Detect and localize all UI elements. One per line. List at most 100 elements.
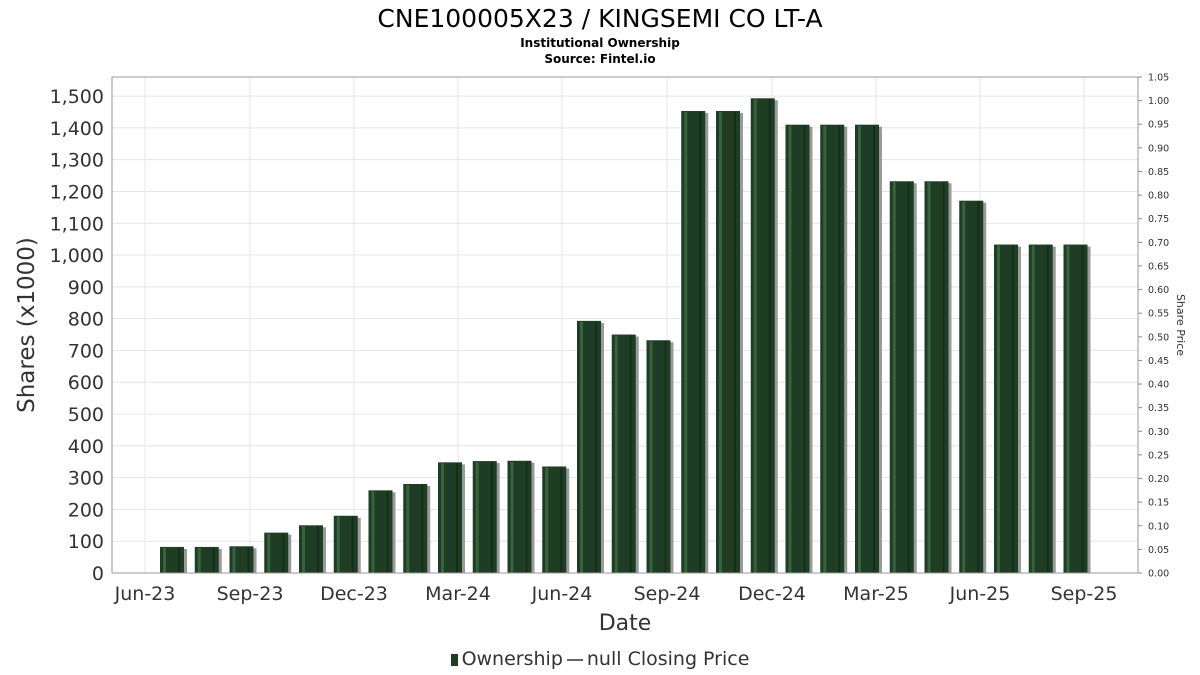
- plot-border: [111, 76, 1139, 574]
- y-tick-label: 1,100: [50, 213, 104, 235]
- bar-edge: [699, 112, 702, 574]
- y2-tick-label: 1.00: [1148, 96, 1169, 107]
- bar-edge: [873, 125, 875, 573]
- bar-edge: [838, 125, 841, 573]
- y-tick-label: 1,000: [50, 245, 104, 267]
- x-tick-label: Sep-23: [217, 583, 284, 605]
- bar-highlight: [475, 462, 479, 573]
- y2-tick-label: 0.85: [1148, 167, 1169, 178]
- bar-highlight: [823, 125, 827, 573]
- bar-highlight: [649, 341, 653, 573]
- y2-tick-label: 0.95: [1148, 120, 1169, 131]
- y2-tick-label: 0.10: [1148, 521, 1169, 532]
- bar-highlight: [406, 484, 410, 573]
- bar-edge: [977, 201, 980, 573]
- bar-highlight: [302, 526, 305, 573]
- chart-subtitle-source: Source: Fintel.io: [544, 52, 656, 66]
- bar-edge: [525, 461, 528, 573]
- y2-tick-label: 0.70: [1148, 238, 1169, 249]
- x-tick-label: Dec-23: [320, 583, 388, 605]
- bar-highlight: [684, 112, 688, 574]
- bar-edge: [1046, 245, 1049, 574]
- bar-edge: [595, 321, 597, 573]
- bar-highlight: [858, 125, 861, 573]
- bar-highlight: [719, 112, 722, 574]
- bar-highlight: [510, 461, 514, 573]
- bar-edge: [247, 547, 250, 573]
- bar-edge: [1012, 245, 1014, 574]
- bar-edge: [282, 533, 285, 573]
- y2-tick-label: 0.35: [1148, 403, 1169, 414]
- bar-highlight: [962, 201, 966, 573]
- bar-highlight: [753, 99, 757, 574]
- y-tick-label: 300: [68, 468, 104, 490]
- bar-edge: [768, 99, 771, 574]
- chart-title: CNE100005X23 / KINGSEMI CO LT-A: [377, 4, 823, 33]
- y2-tick-label: 0.20: [1148, 474, 1169, 485]
- y2-tick-label: 0.65: [1148, 261, 1169, 272]
- bar-highlight: [197, 547, 201, 573]
- bar-highlight: [927, 182, 931, 574]
- bar-highlight: [788, 125, 792, 573]
- bar-edge: [803, 125, 806, 573]
- x-tick-label: Jun-23: [114, 583, 176, 605]
- bar-highlight: [892, 182, 896, 574]
- y-tick-label: 100: [68, 531, 104, 553]
- bar-highlight: [580, 321, 583, 573]
- legend-ownership-label: Ownership: [461, 648, 563, 670]
- y2-tick-label: 0.55: [1148, 309, 1169, 320]
- x-tick-label: Mar-24: [425, 583, 491, 605]
- y-tick-label: 400: [68, 436, 104, 458]
- chart-legend: Ownership null Closing Price: [0, 648, 1200, 670]
- y-tick-label: 900: [68, 277, 104, 299]
- y2-tick-label: 0.90: [1148, 143, 1169, 154]
- y-tick-label: 600: [68, 372, 104, 394]
- y-tick-label: 1,200: [50, 181, 104, 203]
- bar-edge: [178, 547, 180, 573]
- bar-edge: [664, 341, 667, 573]
- y2-tick-label: 0.45: [1148, 356, 1169, 367]
- y-tick-label: 1,400: [50, 118, 104, 140]
- price-legend-line: [566, 658, 583, 661]
- x-tick-label: Dec-24: [738, 583, 806, 605]
- x-tick-label: Sep-25: [1051, 583, 1118, 605]
- x-tick-label: Sep-24: [634, 583, 701, 605]
- bar-edge: [317, 526, 319, 573]
- bar-edge: [212, 547, 215, 573]
- y2-tick-label: 0.75: [1148, 214, 1169, 225]
- x-tick-label: Jun-25: [949, 583, 1011, 605]
- y2-tick-label: 0.05: [1148, 545, 1169, 556]
- y-tick-label: 0: [92, 563, 104, 585]
- bar-edge: [560, 467, 563, 573]
- bar-edge: [734, 112, 736, 574]
- bar-highlight: [163, 547, 166, 573]
- x-tick-label: Jun-24: [531, 583, 593, 605]
- bar-edge: [421, 484, 424, 573]
- bar-highlight: [614, 335, 618, 573]
- bar-edge: [907, 182, 910, 574]
- bar-highlight: [1031, 245, 1035, 574]
- y2-tick-label: 0.30: [1148, 427, 1169, 438]
- y-axis-label: Shares (x1000): [14, 237, 40, 413]
- legend-price-label: null Closing Price: [586, 648, 750, 670]
- y2-tick-label: 0.50: [1148, 332, 1169, 343]
- bar-edge: [456, 463, 458, 573]
- bar-highlight: [545, 467, 549, 573]
- bar-highlight: [371, 491, 375, 573]
- y-tick-label: 200: [68, 499, 104, 521]
- bar-edge: [490, 462, 493, 573]
- y-tick-label: 500: [68, 404, 104, 426]
- bar-highlight: [232, 547, 236, 573]
- y-tick-label: 700: [68, 340, 104, 362]
- y-tick-label: 800: [68, 309, 104, 331]
- y-tick-label: 1,500: [50, 86, 104, 108]
- x-axis-label: Date: [599, 611, 652, 636]
- bar-edge: [942, 182, 945, 574]
- bar-edge: [386, 491, 389, 573]
- bar-highlight: [1066, 245, 1070, 574]
- y2-tick-label: 0.40: [1148, 380, 1169, 391]
- x-tick-label: Mar-25: [843, 583, 909, 605]
- y2-tick-label: 0.15: [1148, 498, 1169, 509]
- bar-edge: [1081, 245, 1084, 574]
- bar-highlight: [997, 245, 1000, 574]
